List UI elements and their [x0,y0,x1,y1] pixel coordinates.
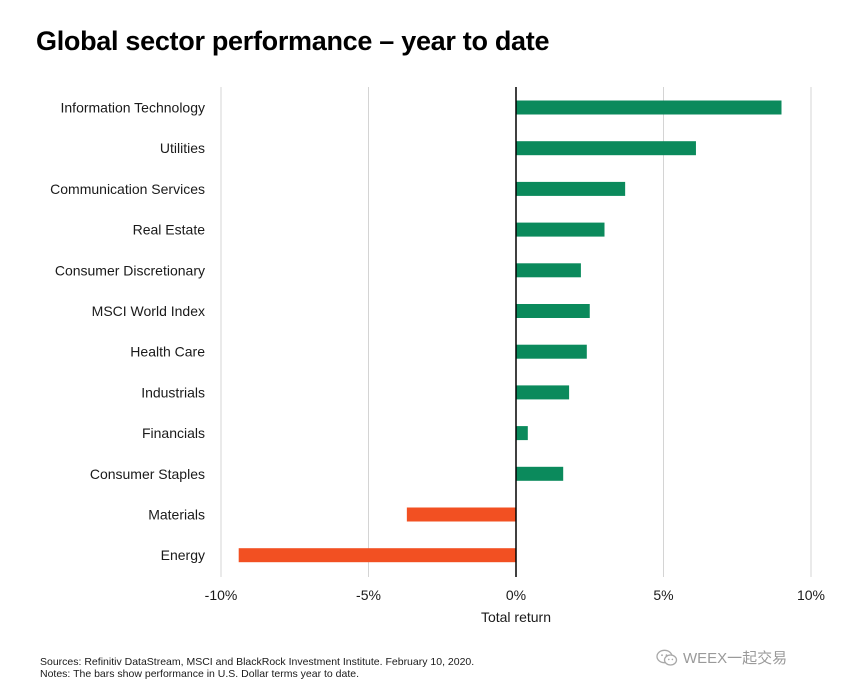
bar [516,222,605,237]
bar [516,426,528,441]
x-tick-label: -10% [205,587,238,603]
wechat-icon [656,649,678,666]
category-label: Information Technology [61,100,206,116]
bar [516,466,564,481]
bar [406,507,516,522]
category-label: Materials [148,507,205,523]
bar [516,181,626,196]
x-tick-label: 5% [653,587,673,603]
category-label: Industrials [141,384,205,400]
category-label: Consumer Discretionary [55,262,205,278]
x-tick-label: 10% [797,587,825,603]
bar [516,263,581,278]
watermark-text: WEEX一起交易 [683,650,788,667]
notes-note: Notes: The bars show performance in U.S.… [40,668,360,680]
bar-chart: -10% -5% 0% 5% 10% Information Technology Util… [50,87,825,625]
chart-title: Global sector performance – year to date [36,26,550,56]
sources-note: Sources: Refinitiv DataStream, MSCI and … [40,656,475,668]
category-label: Financials [142,425,205,441]
x-tick-label: 0% [506,587,526,603]
bar [516,385,570,400]
x-tick-label: -5% [356,587,381,603]
category-label: Real Estate [133,222,206,238]
bar [238,548,516,563]
category-label: Health Care [130,344,205,360]
bar [516,141,696,156]
category-label: MSCI World Index [92,303,205,319]
bar [516,100,782,115]
category-label: Consumer Staples [90,466,205,482]
category-label: Energy [161,547,205,563]
category-label: Utilities [160,140,205,156]
bar [516,304,590,318]
x-axis-title: Total return [481,609,551,625]
category-label: Communication Services [50,181,205,197]
footnotes: Sources: Refinitiv DataStream, MSCI and … [40,656,474,680]
watermark: WEEX一起交易 [656,647,787,668]
bar [516,344,587,359]
